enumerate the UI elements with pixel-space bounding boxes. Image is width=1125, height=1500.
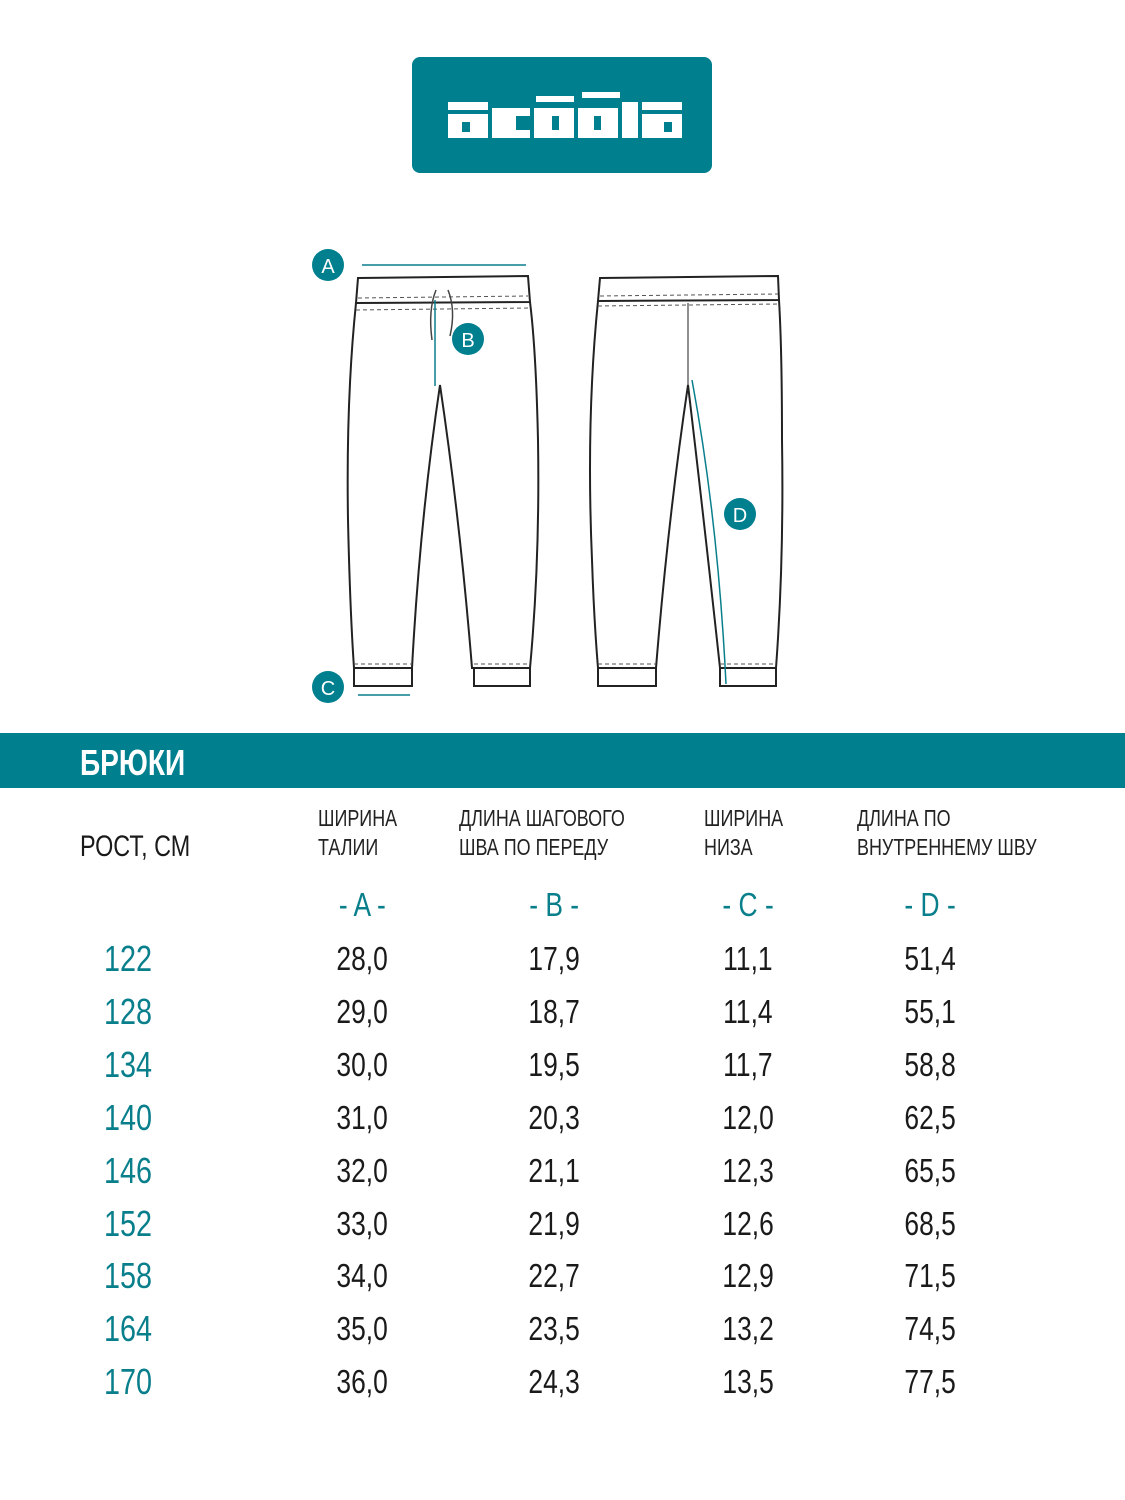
- value-cell: 12,0: [722, 1098, 774, 1136]
- value-cell: 51,4: [904, 940, 956, 977]
- svg-text:D: D: [733, 505, 747, 527]
- value-cell: 31,0: [336, 1098, 388, 1136]
- height-cell: 170: [103, 1361, 153, 1403]
- value-cell: 23,5: [528, 1310, 580, 1348]
- value-cell: 30,0: [336, 1045, 388, 1083]
- value-cell: 58,8: [904, 1045, 956, 1083]
- value-cell: 21,9: [528, 1204, 580, 1242]
- row-header: РОСТ, СМ: [80, 830, 191, 863]
- value-cell: 11,1: [723, 940, 773, 977]
- value-cell: 33,0: [336, 1204, 388, 1242]
- logo-wordmark: [448, 92, 682, 138]
- measurement-markers: A B C D: [312, 249, 756, 703]
- column-header: ШИРИНА НИЗА: [704, 805, 784, 860]
- value-cell: 18,7: [528, 992, 580, 1030]
- value-cell: 55,1: [904, 992, 956, 1030]
- value-cell: 20,3: [528, 1098, 580, 1136]
- marker-a: [312, 249, 344, 281]
- column-header: ШИРИНА ТАЛИИ: [318, 805, 398, 860]
- height-cell: 128: [103, 990, 153, 1032]
- height-cell: 158: [103, 1255, 153, 1297]
- column-letter: - B -: [529, 886, 579, 923]
- pants-diagram: A B C D: [312, 249, 784, 703]
- svg-text:C: C: [321, 678, 335, 700]
- column-letter: - D -: [904, 886, 956, 923]
- value-cell: 12,3: [722, 1151, 774, 1189]
- value-cell: 22,7: [528, 1257, 580, 1295]
- value-cell: 13,2: [722, 1310, 774, 1348]
- height-cell: 140: [103, 1096, 153, 1138]
- value-cell: 74,5: [904, 1310, 956, 1348]
- column-letter: - A -: [338, 886, 386, 923]
- value-cell: 71,5: [904, 1257, 956, 1295]
- svg-text:B: B: [461, 330, 474, 352]
- value-cell: 17,9: [528, 940, 580, 977]
- column-letter: - C -: [722, 886, 774, 923]
- value-cell: 29,0: [336, 992, 388, 1030]
- value-cell: 65,5: [904, 1151, 956, 1189]
- value-cell: 19,5: [528, 1045, 580, 1083]
- value-cell: 11,7: [723, 1045, 773, 1083]
- value-cell: 13,5: [722, 1363, 774, 1401]
- height-cell: 164: [103, 1308, 153, 1350]
- value-cell: 35,0: [336, 1310, 388, 1348]
- height-cell: 122: [103, 938, 153, 979]
- section-banner: [0, 733, 1125, 788]
- section-title: БРЮКИ: [80, 742, 186, 783]
- value-cell: 24,3: [528, 1363, 580, 1401]
- value-cell: 36,0: [336, 1363, 388, 1401]
- value-cell: 62,5: [904, 1098, 956, 1136]
- column-header: ДЛИНА ШАГОВОГО ШВА ПО ПЕРЕДУ: [459, 805, 625, 860]
- height-cell: 134: [103, 1043, 153, 1085]
- value-cell: 34,0: [336, 1257, 388, 1295]
- marker-d: [724, 498, 756, 530]
- marker-b: [452, 323, 484, 355]
- value-cell: 32,0: [336, 1151, 388, 1189]
- brand-logo: [412, 57, 712, 173]
- value-cell: 12,9: [722, 1257, 774, 1295]
- value-cell: 21,1: [528, 1151, 580, 1189]
- value-cell: 12,6: [722, 1204, 774, 1242]
- value-cell: 11,4: [723, 992, 773, 1030]
- marker-c: [312, 671, 344, 703]
- svg-text:A: A: [321, 256, 335, 278]
- value-cell: 77,5: [904, 1363, 956, 1401]
- value-cell: 28,0: [336, 940, 388, 977]
- value-cell: 68,5: [904, 1204, 956, 1242]
- height-cell: 146: [103, 1149, 153, 1191]
- column-header: ДЛИНА ПО ВНУТРЕННЕМУ ШВУ: [857, 805, 1037, 860]
- height-cell: 152: [103, 1202, 153, 1244]
